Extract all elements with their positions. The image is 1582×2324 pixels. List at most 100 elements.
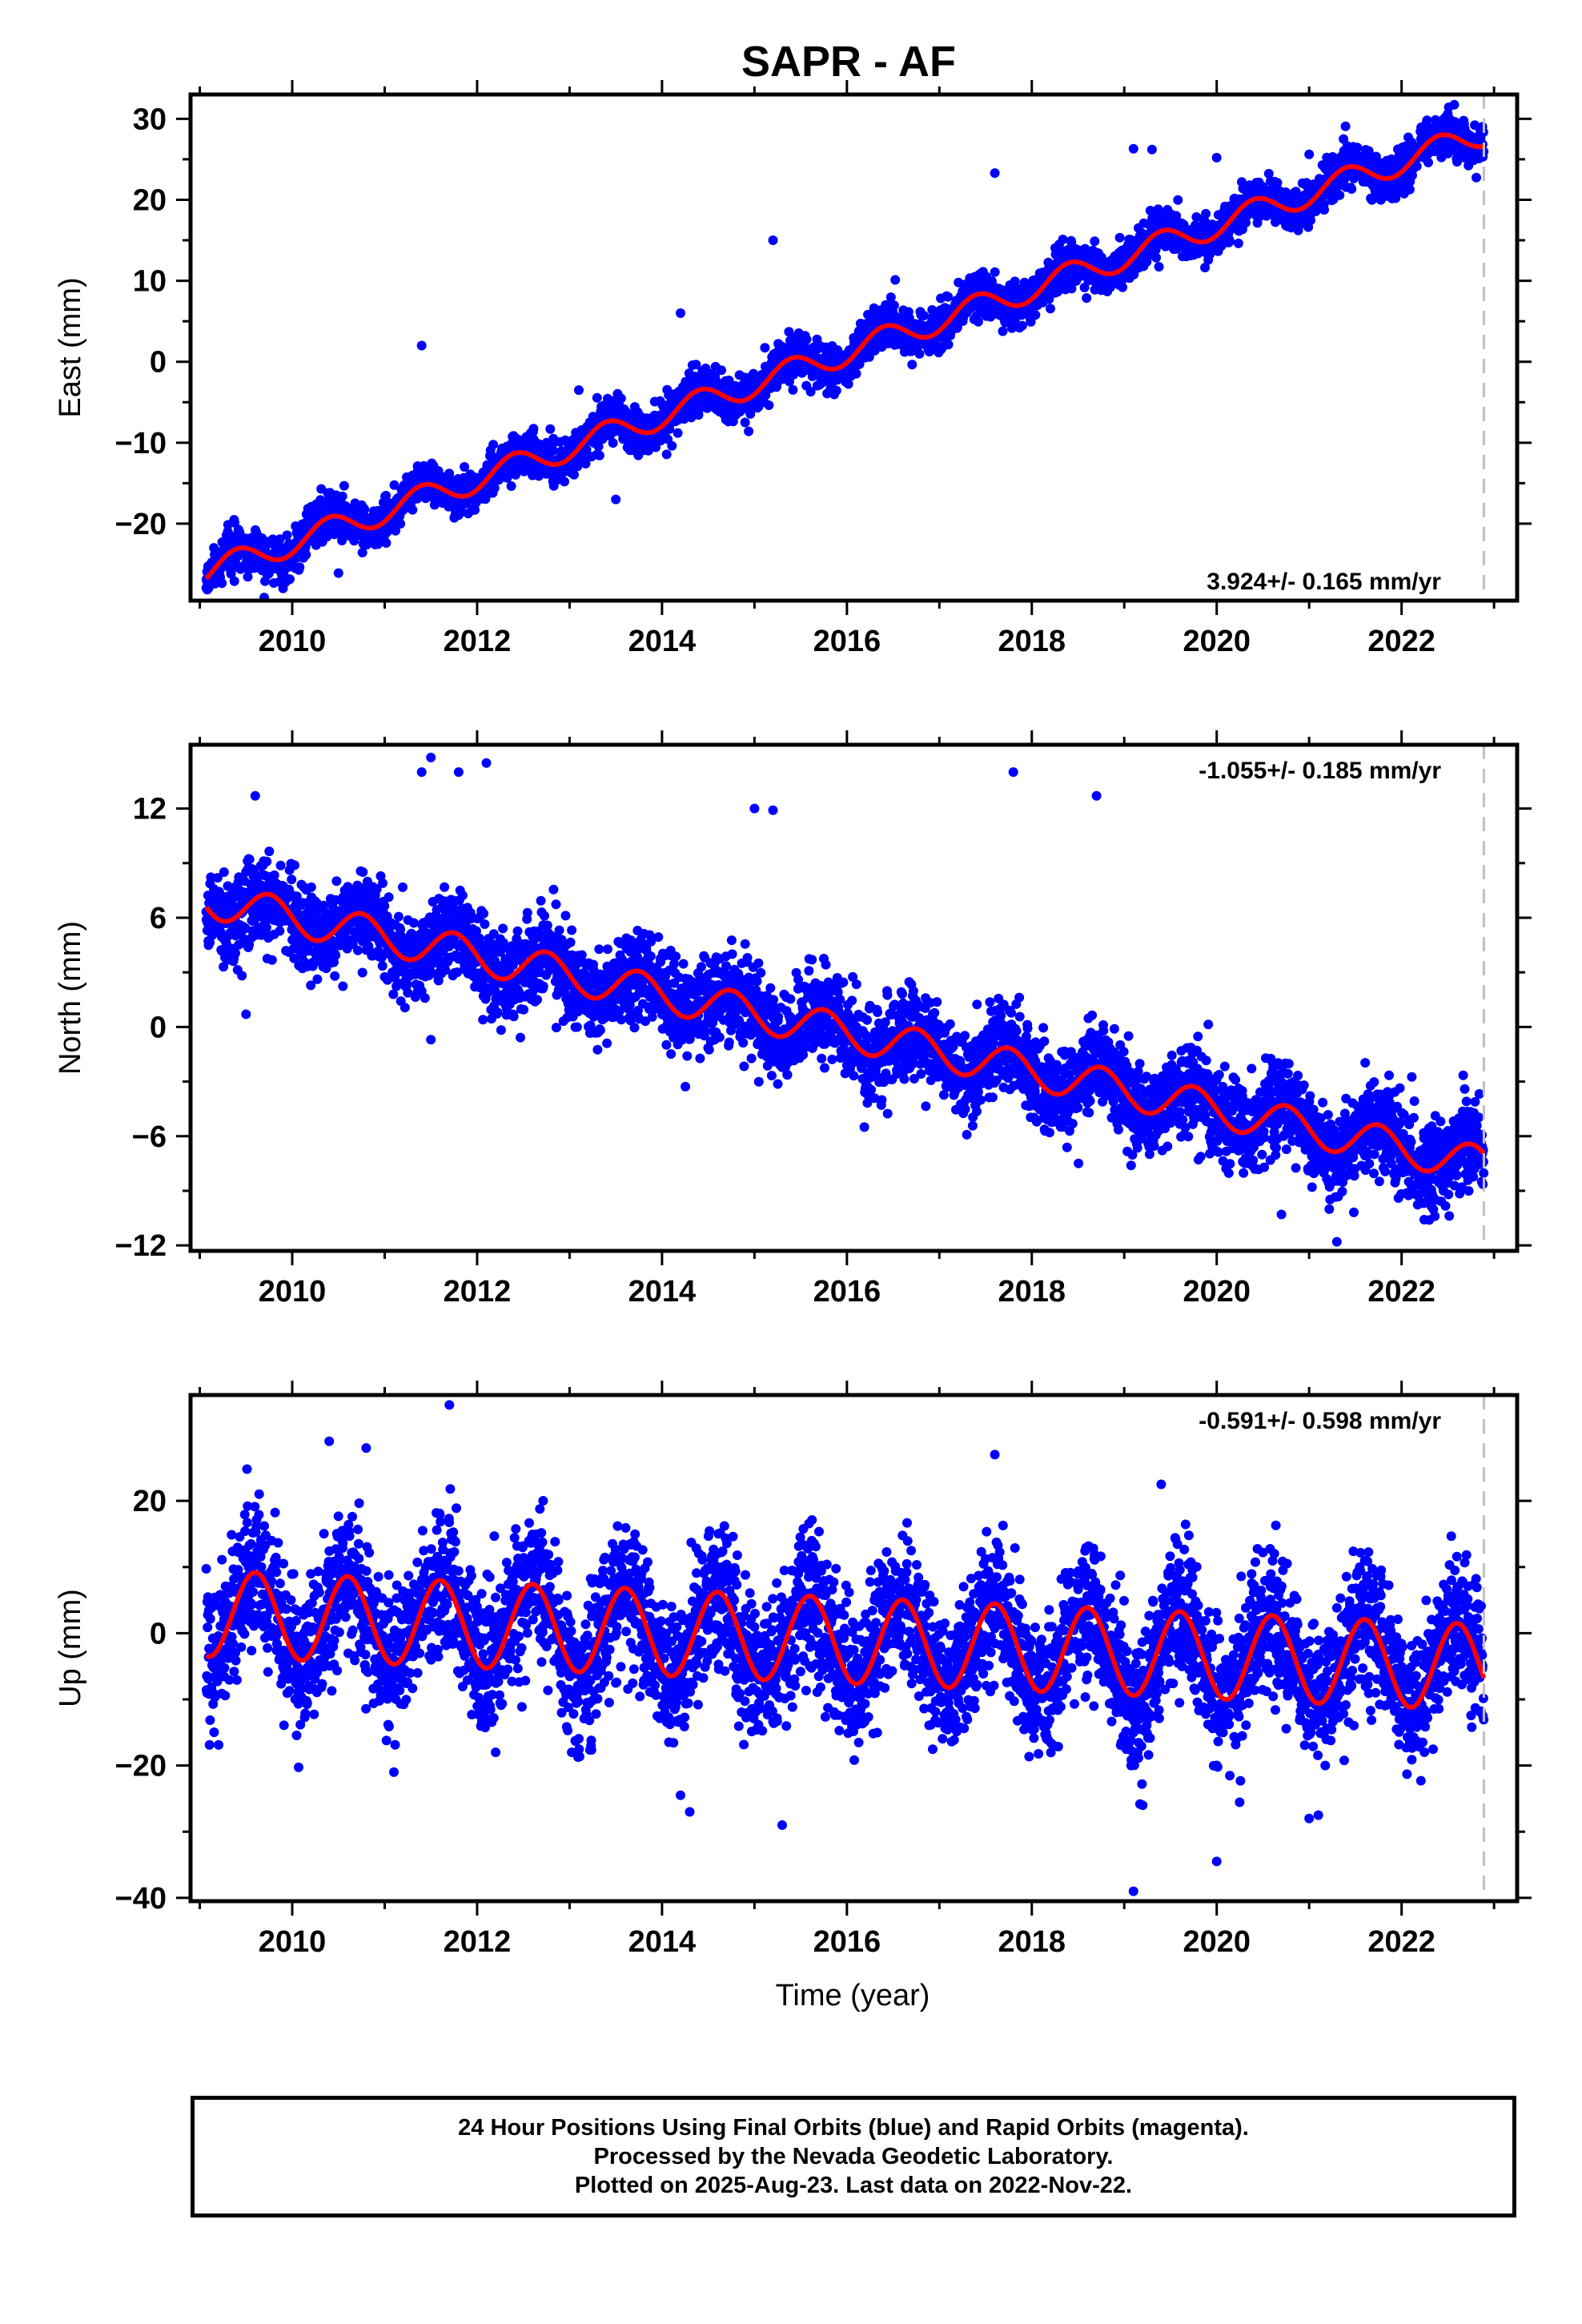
data-point — [506, 481, 516, 491]
data-point — [489, 483, 500, 493]
data-point — [843, 379, 853, 389]
outlier-point — [1443, 109, 1453, 119]
data-point — [1472, 172, 1481, 183]
data-point — [943, 292, 954, 302]
data-point — [1046, 304, 1055, 314]
x-tick-label: 2020 — [1182, 625, 1251, 658]
data-point — [914, 348, 925, 359]
data-point — [219, 867, 229, 877]
data-point — [528, 424, 539, 434]
data-point — [788, 384, 798, 395]
data-point — [267, 534, 278, 545]
data-point — [1272, 178, 1283, 188]
data-point — [1151, 252, 1162, 263]
data-point — [973, 316, 983, 327]
x-tick-label: 2010 — [259, 625, 327, 658]
data-point — [1449, 99, 1460, 110]
data-point — [661, 449, 672, 460]
outlier-point — [676, 308, 685, 318]
data-point — [262, 856, 272, 866]
data-point — [488, 440, 499, 450]
data-point — [1017, 320, 1027, 331]
data-point — [1233, 238, 1243, 248]
data-point — [1347, 184, 1357, 194]
data-point — [237, 971, 247, 981]
y-tick-label: 0 — [150, 346, 167, 380]
y-tick-label: 30 — [133, 103, 167, 136]
data-point — [282, 530, 292, 541]
data-point — [569, 469, 579, 480]
data-point — [785, 376, 794, 387]
data-point — [691, 360, 701, 370]
panel-east: 2010 2012 2014 2016 2018 2020 20223020100−10−2… — [54, 80, 1532, 658]
data-point — [717, 365, 726, 376]
y-axis-label: East (mm) — [54, 277, 87, 417]
outlier-point — [768, 235, 778, 245]
data-point — [1082, 293, 1092, 304]
x-tick-label: 2022 — [1367, 625, 1435, 658]
outlier-point — [574, 385, 584, 396]
x-tick-label: 2018 — [998, 625, 1066, 658]
outlier-point — [611, 494, 621, 505]
data-point — [831, 385, 841, 396]
data-point — [1411, 161, 1422, 171]
data-point — [890, 275, 901, 285]
data-point — [357, 548, 367, 557]
data-point — [608, 438, 618, 448]
data-point — [744, 426, 754, 436]
data-point — [1225, 236, 1235, 247]
data-point — [359, 505, 370, 515]
data-point — [580, 459, 591, 468]
data-point — [243, 572, 253, 582]
plot-area-east — [201, 99, 1489, 601]
data-point — [285, 574, 295, 585]
data-point — [264, 846, 275, 857]
data-point — [918, 311, 929, 321]
data-point — [391, 525, 401, 536]
data-point — [408, 505, 418, 515]
data-point — [269, 870, 279, 880]
data-point — [322, 532, 332, 542]
data-point — [889, 300, 899, 311]
data-point — [665, 424, 675, 434]
data-point — [261, 923, 271, 933]
plot-area-north — [201, 752, 1489, 1247]
data-point — [231, 948, 240, 959]
data-point — [339, 480, 349, 491]
outlier-point — [1304, 149, 1315, 159]
data-point — [337, 536, 347, 545]
data-point — [1118, 282, 1128, 292]
outlier-point — [278, 583, 288, 593]
data-point — [667, 440, 677, 451]
data-point — [267, 955, 277, 965]
data-point — [217, 578, 227, 589]
data-point — [349, 536, 359, 546]
y-tick-label: 20 — [133, 183, 167, 217]
data-point — [1114, 232, 1125, 243]
data-point — [244, 854, 255, 865]
y-tick-label: −20 — [115, 508, 167, 541]
data-point — [1090, 236, 1100, 247]
scatter-points-north — [201, 752, 1489, 1247]
data-point — [389, 480, 400, 490]
data-point — [1319, 205, 1329, 215]
x-tick-label: 2016 — [813, 625, 881, 658]
data-point — [745, 408, 756, 419]
scatter-points-east — [201, 99, 1489, 601]
data-point — [396, 519, 406, 529]
x-tick-label: 2012 — [444, 625, 512, 658]
data-point — [592, 392, 602, 403]
data-point — [943, 340, 954, 350]
data-point — [1030, 310, 1041, 320]
outlier-point — [1146, 144, 1157, 155]
data-point — [673, 428, 683, 438]
data-point — [381, 538, 391, 548]
outlier-point — [1211, 152, 1222, 163]
data-point — [470, 505, 480, 515]
data-point — [229, 576, 239, 586]
data-point — [760, 343, 770, 353]
chart-title: SAPR - AF — [741, 38, 956, 86]
data-point — [1058, 235, 1068, 244]
data-point — [275, 534, 285, 545]
